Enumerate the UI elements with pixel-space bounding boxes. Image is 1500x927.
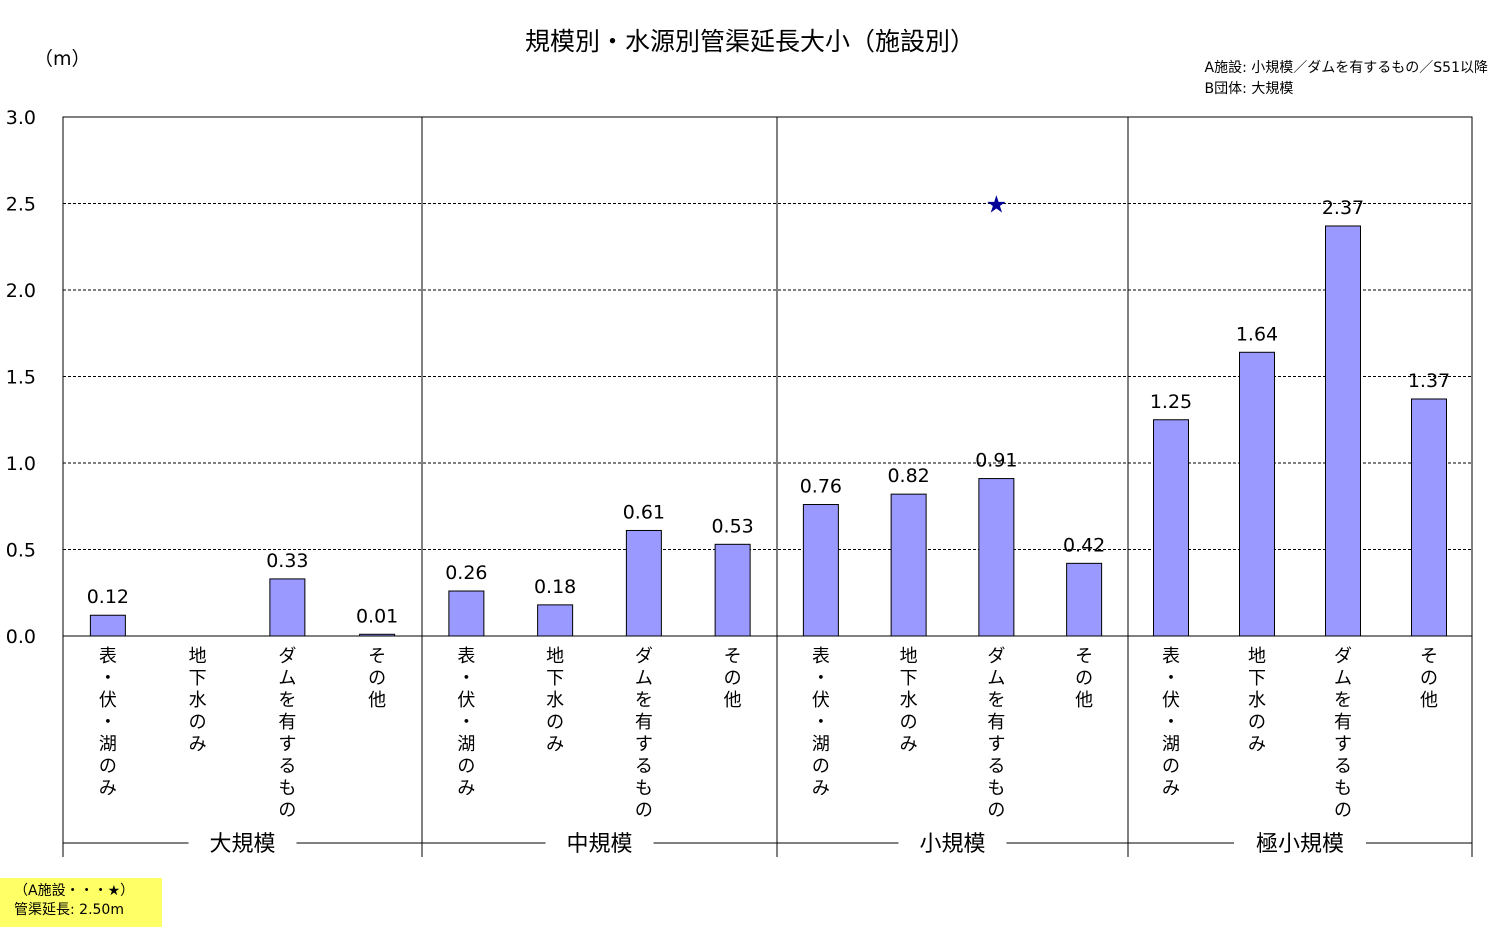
category-label: ダムを有するもの [987,646,1005,821]
bar [714,543,751,637]
bar-value-label: 0.53 [711,515,753,537]
bar-value-label: 0.12 [87,586,129,608]
bar [890,493,927,637]
bar-value-label: 0.33 [266,550,308,572]
legend-note: A施設: 小規模／ダムを有するもの／S51以降 B団体: 大規模 [1205,58,1488,100]
star-marker: ★ [986,191,1008,219]
group-label: 大規模 [209,832,275,857]
category-label: 表・伏・湖のみ [99,646,117,799]
bar [537,604,574,637]
marker-note-line2: 管渠延長: 2.50m [14,902,124,918]
legend-line-b: B団体: 大規模 [1204,81,1294,97]
bar-value-label: 0.01 [356,605,398,627]
category-label: 地下水のみ [1248,646,1266,755]
category-label: その他 [368,646,386,711]
y-tick-label: 0.0 [6,626,36,648]
category-label: 表・伏・湖のみ [1162,646,1180,799]
category-label: 地下水のみ [189,646,207,755]
category-label: 表・伏・湖のみ [457,646,475,799]
bar-value-label: 0.61 [623,501,665,523]
group-label: 中規模 [566,832,632,857]
category-label: その他 [1075,646,1093,711]
bar-value-label: 1.25 [1150,391,1192,413]
marker-note-line1: （A施設・・・★） [14,883,135,899]
bar [1239,351,1275,637]
bar-value-label: 0.82 [887,465,929,487]
chart-title: 規模別・水源別管渠延長大小（施設別） [524,27,975,56]
bar-value-label: 0.42 [1063,534,1105,556]
bar [1411,398,1447,637]
bar-value-label: 0.18 [534,576,576,598]
bar [1066,562,1103,637]
category-label: 表・伏・湖のみ [812,646,830,799]
category-label: ダムを有するもの [1334,646,1352,821]
y-tick-label: 2.5 [6,194,36,216]
category-label: ダムを有するもの [635,646,653,821]
bar-value-label: 0.26 [445,562,487,584]
bar [269,578,306,637]
bar-value-label: 2.37 [1322,197,1364,219]
y-tick-label: 1.0 [6,453,36,475]
y-tick-label: 2.0 [6,280,36,302]
y-tick-label: 3.0 [6,107,36,129]
category-label: その他 [724,646,742,711]
bar [802,504,839,637]
bar [1325,225,1361,637]
category-label: ダムを有するもの [278,646,296,821]
bar [978,478,1015,637]
group-label: 小規模 [919,832,985,857]
category-label: 地下水のみ [546,646,564,755]
bar-value-label: 1.37 [1408,370,1450,392]
category-label: 地下水のみ [900,646,918,755]
marker-note: （A施設・・・★） 管渠延長: 2.50m [0,878,162,927]
bar [1153,419,1189,637]
group-label: 極小規模 [1256,832,1344,857]
bar [448,590,485,637]
bar [359,633,396,637]
y-axis-unit: （m） [34,48,91,70]
bar-value-label: 0.76 [800,476,842,498]
bar-value-label: 0.91 [975,450,1017,472]
bar [89,614,126,637]
bar [625,529,662,637]
legend-line-a: A施設: 小規模／ダムを有するもの／S51以降 [1204,60,1488,76]
y-tick-label: 1.5 [6,367,36,389]
y-tick-label: 0.5 [6,540,36,562]
category-label: その他 [1420,646,1438,711]
bar-value-label: 1.64 [1236,323,1278,345]
